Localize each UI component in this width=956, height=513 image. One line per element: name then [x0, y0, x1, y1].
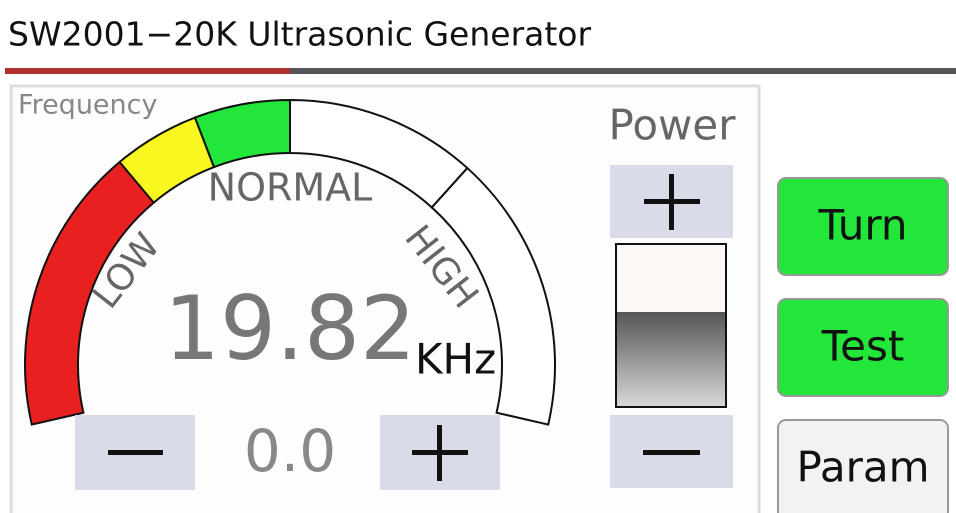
title-rule-accent [5, 68, 290, 74]
plus-icon-v [437, 425, 442, 481]
button-bg [777, 419, 949, 513]
gauge [24, 98, 556, 426]
title: SW2001−20K Ultrasonic Generator [8, 15, 591, 54]
minus-icon [108, 450, 163, 455]
power-level [617, 312, 725, 406]
power-label: Power [609, 101, 737, 150]
frequency-value: 19.82 [164, 277, 416, 380]
button-bg [777, 298, 949, 397]
power-minus[interactable] [610, 415, 733, 488]
button-label: Test [821, 322, 905, 371]
gauge-label: Frequency [18, 90, 158, 121]
button-label: Param [796, 443, 929, 492]
test-button[interactable]: Test [777, 298, 949, 397]
title-rule [290, 68, 956, 74]
freq-plus[interactable] [380, 415, 500, 490]
frequency-unit: KHz [415, 335, 496, 384]
zone-normal: NORMAL [208, 166, 373, 210]
button-label: Turn [817, 201, 907, 250]
turn-button[interactable]: Turn [777, 177, 949, 276]
adjust-value: 0.0 [244, 417, 336, 485]
param-button[interactable]: Param [777, 419, 949, 513]
freq-minus[interactable] [75, 415, 195, 490]
zone-max-band [430, 166, 556, 426]
minus-icon [643, 450, 700, 455]
power-plus[interactable] [610, 165, 733, 238]
plus-icon-v [669, 174, 674, 230]
button-bg [777, 177, 949, 276]
